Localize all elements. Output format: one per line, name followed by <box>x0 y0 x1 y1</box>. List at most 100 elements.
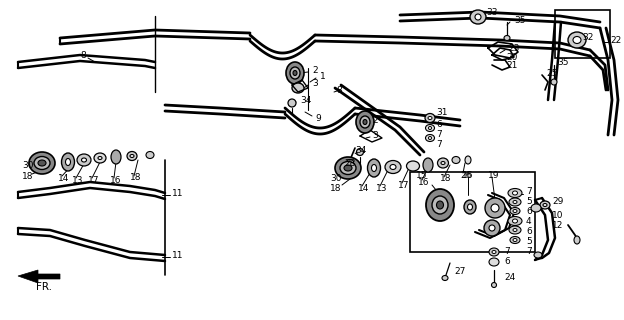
Text: 18: 18 <box>22 172 34 180</box>
Ellipse shape <box>82 158 87 162</box>
Ellipse shape <box>146 151 154 158</box>
Ellipse shape <box>512 191 517 195</box>
Text: 29: 29 <box>552 197 563 206</box>
Ellipse shape <box>509 226 521 234</box>
Ellipse shape <box>531 204 541 212</box>
Ellipse shape <box>288 99 296 107</box>
Ellipse shape <box>513 210 517 212</box>
Text: 35: 35 <box>514 15 525 25</box>
Text: 13: 13 <box>72 175 84 185</box>
Ellipse shape <box>34 156 50 170</box>
Ellipse shape <box>452 156 460 164</box>
Ellipse shape <box>543 204 547 206</box>
Circle shape <box>484 220 500 236</box>
Ellipse shape <box>504 36 510 41</box>
Text: 9: 9 <box>315 114 321 123</box>
Ellipse shape <box>475 14 481 20</box>
Text: 7: 7 <box>436 130 442 139</box>
Ellipse shape <box>429 137 432 140</box>
Ellipse shape <box>574 236 580 244</box>
Ellipse shape <box>371 164 376 172</box>
Ellipse shape <box>492 283 497 287</box>
Ellipse shape <box>425 114 435 123</box>
Ellipse shape <box>429 126 432 130</box>
Ellipse shape <box>344 165 352 171</box>
Ellipse shape <box>335 157 361 179</box>
Text: 28: 28 <box>344 158 356 167</box>
Ellipse shape <box>465 156 471 164</box>
Ellipse shape <box>513 228 517 231</box>
Text: 11: 11 <box>172 251 183 260</box>
Ellipse shape <box>426 134 434 141</box>
Ellipse shape <box>368 159 381 177</box>
Text: 8: 8 <box>336 85 342 94</box>
Text: 10: 10 <box>552 211 563 220</box>
Ellipse shape <box>293 70 297 76</box>
Ellipse shape <box>509 198 521 206</box>
Text: 19: 19 <box>488 171 499 180</box>
Text: 7: 7 <box>436 140 442 148</box>
Ellipse shape <box>98 156 102 159</box>
Text: 34: 34 <box>300 95 311 105</box>
Text: 3: 3 <box>312 78 318 87</box>
Text: 33: 33 <box>486 7 497 17</box>
Text: 25: 25 <box>546 68 557 77</box>
Circle shape <box>485 198 505 218</box>
Ellipse shape <box>38 160 46 166</box>
Ellipse shape <box>356 111 374 133</box>
Text: 2: 2 <box>312 66 318 75</box>
Text: 21: 21 <box>506 60 517 69</box>
Text: 31: 31 <box>436 108 447 116</box>
Text: 7: 7 <box>526 247 532 257</box>
Text: 5: 5 <box>526 237 532 246</box>
Ellipse shape <box>66 158 71 165</box>
Ellipse shape <box>340 162 356 174</box>
Ellipse shape <box>513 238 517 242</box>
Ellipse shape <box>510 207 520 214</box>
Polygon shape <box>18 270 60 283</box>
Ellipse shape <box>127 151 137 161</box>
Text: 14: 14 <box>358 183 369 193</box>
Ellipse shape <box>534 252 542 258</box>
Text: 15: 15 <box>416 171 427 180</box>
Bar <box>555 10 610 58</box>
Text: 18: 18 <box>330 183 341 193</box>
Ellipse shape <box>290 67 300 79</box>
Text: 35: 35 <box>557 58 568 67</box>
Ellipse shape <box>292 83 304 93</box>
Text: 12: 12 <box>552 220 563 229</box>
Ellipse shape <box>512 219 517 223</box>
Ellipse shape <box>467 204 472 210</box>
Text: 18: 18 <box>130 172 142 181</box>
Ellipse shape <box>426 189 454 221</box>
Text: 2: 2 <box>372 116 378 124</box>
Text: 26: 26 <box>460 171 471 180</box>
Ellipse shape <box>437 158 449 168</box>
Text: 6: 6 <box>436 119 442 129</box>
Ellipse shape <box>442 276 448 281</box>
Ellipse shape <box>513 201 517 204</box>
Ellipse shape <box>111 150 121 164</box>
Text: 8: 8 <box>80 51 85 60</box>
Text: 11: 11 <box>172 188 183 197</box>
Ellipse shape <box>390 164 396 170</box>
Text: 27: 27 <box>454 268 466 276</box>
Ellipse shape <box>426 124 434 132</box>
Ellipse shape <box>464 200 476 214</box>
Text: 34: 34 <box>355 146 366 155</box>
Text: 13: 13 <box>376 183 388 193</box>
Circle shape <box>491 204 499 212</box>
Ellipse shape <box>356 148 364 156</box>
Ellipse shape <box>470 10 486 24</box>
Ellipse shape <box>489 248 499 256</box>
Ellipse shape <box>437 201 444 209</box>
Text: 17: 17 <box>398 180 409 189</box>
Ellipse shape <box>510 236 520 244</box>
Ellipse shape <box>385 161 401 173</box>
Text: 23: 23 <box>508 44 519 52</box>
Text: FR.: FR. <box>36 282 52 292</box>
Text: 30: 30 <box>330 173 341 182</box>
Ellipse shape <box>77 154 91 166</box>
Ellipse shape <box>492 251 496 253</box>
Text: 3: 3 <box>372 131 378 140</box>
